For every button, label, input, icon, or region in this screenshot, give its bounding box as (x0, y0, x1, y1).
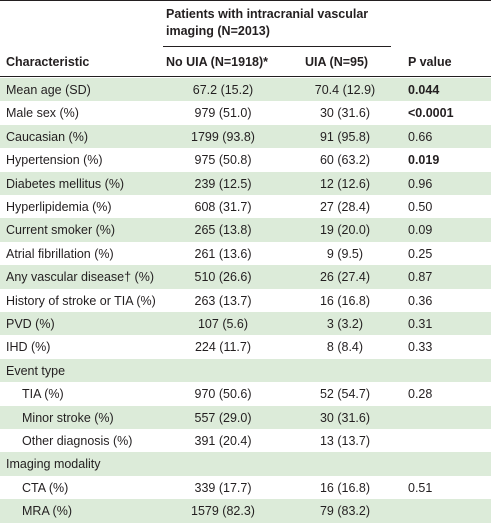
table-row: TIA (%) 970 (50.6) 52 (54.7) 0.28 (0, 382, 491, 406)
row-label: Imaging modality (6, 457, 101, 472)
uia-cell: 30 (31.6) (319, 410, 371, 425)
uia-cell: 13 (13.7) (319, 434, 371, 448)
p-value-cell: 0.33 (408, 340, 433, 355)
p-value-cell: 0.50 (408, 200, 433, 214)
row-label: CTA (%) (22, 480, 69, 495)
p-value-cell: 0.66 (408, 129, 433, 144)
p-value-cell: <0.0001 (408, 106, 454, 121)
uia-cell: 19 (20.0) (319, 223, 371, 238)
uia-cell: 70.4 (12.9) (314, 83, 376, 97)
uia-cell: 16 (16.8) (319, 293, 371, 308)
p-value-cell: 0.25 (408, 246, 433, 261)
no-uia-cell: 391 (20.4) (194, 434, 252, 448)
no-uia-cell: 557 (29.0) (194, 410, 252, 425)
no-uia-cell: 339 (17.7) (194, 480, 252, 495)
row-label: Diabetes mellitus (%) (6, 176, 125, 191)
table-row: Male sex (%) 979 (51.0) 30 (31.6) <0.0001 (0, 101, 491, 125)
row-label: TIA (%) (22, 387, 64, 402)
uia-cell: 12 (12.6) (319, 176, 371, 191)
table-row: Imaging modality (0, 452, 491, 476)
uia-cell: 52 (54.7) (319, 387, 371, 402)
uia-cell: 26 (27.4) (319, 270, 371, 285)
table-row: Diabetes mellitus (%) 239 (12.5) 12 (12.6)… (0, 171, 491, 195)
table-row: Hypertension (%) 975 (50.8) 60 (63.2) 0.019 (0, 148, 491, 172)
no-uia-cell: 67.2 (15.2) (192, 83, 254, 97)
uia-cell: 91 (95.8) (319, 129, 371, 144)
top-rule (0, 0, 491, 1)
table-row: History of stroke or TIA (%) 263 (13.7) 16… (0, 288, 491, 312)
table-row: Any vascular disease† (%) 510 (26.6) 26 (2… (0, 265, 491, 289)
row-label: Mean age (SD) (6, 83, 91, 97)
row-label: Hypertension (%) (6, 153, 103, 168)
p-value-cell: 0.28 (408, 387, 433, 402)
table-row: Hyperlipidemia (%) 608 (31.7) 27 (28.4) 0.5… (0, 195, 491, 219)
row-label: MRA (%) (22, 504, 72, 519)
row-label: Other diagnosis (%) (22, 434, 133, 448)
row-label: PVD (%) (6, 317, 55, 331)
uia-cell: 8 (8.4) (326, 340, 364, 355)
column-header: Characteristic (6, 55, 90, 69)
row-label: IHD (%) (6, 340, 51, 355)
table-row: Mean age (SD) 67.2 (15.2) 70.4 (12.9) 0.044 (0, 78, 491, 102)
uia-cell: 9 (9.5) (326, 246, 364, 261)
no-uia-cell: 975 (50.8) (194, 153, 252, 168)
row-label: Atrial fibrillation (%) (6, 246, 114, 261)
no-uia-cell: 608 (31.7) (194, 200, 252, 214)
no-uia-cell: 261 (13.6) (194, 246, 252, 261)
table-row: Caucasian (%) 1799 (93.8) 91 (95.8) 0.66 (0, 124, 491, 149)
row-label: Any vascular disease† (%) (6, 270, 154, 285)
column-header: No UIA (N=1918)* (166, 55, 268, 69)
table-row: CTA (%) 339 (17.7) 16 (16.8) 0.51 (0, 475, 491, 500)
table-row: IHD (%) 224 (11.7) 8 (8.4) 0.33 (0, 335, 491, 359)
row-label: Event type (6, 363, 66, 378)
p-value-cell: 0.87 (408, 270, 433, 285)
uia-cell: 30 (31.6) (319, 106, 371, 121)
no-uia-cell: 239 (12.5) (194, 176, 252, 191)
table-row: MRA (%) 1579 (82.3) 79 (83.2) (0, 499, 491, 523)
table-row: Minor stroke (%) 557 (29.0) 30 (31.6) (0, 405, 491, 429)
no-uia-cell: 979 (51.0) (194, 106, 252, 121)
p-value-cell: 0.09 (408, 223, 433, 238)
p-value-cell: 0.36 (408, 293, 433, 308)
group-header: Patients with intracranial vascular imag… (166, 7, 369, 38)
p-value-cell: 0.044 (408, 83, 440, 97)
row-label: History of stroke or TIA (%) (6, 293, 156, 308)
table-row: PVD (%) 107 (5.6) 3 (3.2) 0.31 (0, 312, 491, 336)
no-uia-cell: 1799 (93.8) (191, 129, 255, 144)
p-value-cell: 0.31 (408, 317, 433, 331)
p-value-cell: 0.51 (408, 480, 433, 495)
row-label: Caucasian (%) (6, 129, 88, 144)
p-value-cell: 0.019 (408, 153, 440, 168)
table-row: Other diagnosis (%) 391 (20.4) 13 (13.7) (0, 429, 491, 453)
no-uia-cell: 510 (26.6) (194, 270, 252, 285)
no-uia-cell: 263 (13.7) (194, 293, 252, 308)
uia-cell: 79 (83.2) (319, 504, 371, 519)
no-uia-cell: 107 (5.6) (197, 317, 249, 331)
column-header: UIA (N=95) (305, 55, 369, 69)
p-value-cell: 0.96 (408, 176, 433, 191)
table-row: Atrial fibrillation (%) 261 (13.6) 9 (9.5)… (0, 241, 491, 266)
header-rule (0, 76, 491, 77)
no-uia-cell: 970 (50.6) (194, 387, 252, 402)
no-uia-cell: 1579 (82.3) (191, 504, 255, 519)
group-rule (163, 46, 391, 47)
no-uia-cell: 265 (13.8) (194, 223, 252, 238)
no-uia-cell: 224 (11.7) (194, 340, 252, 355)
uia-cell: 3 (3.2) (326, 317, 364, 331)
column-header: P value (408, 55, 452, 69)
row-label: Minor stroke (%) (22, 410, 114, 425)
row-label: Hyperlipidemia (%) (6, 200, 112, 214)
uia-cell: 27 (28.4) (319, 200, 371, 214)
table-row: Current smoker (%) 265 (13.8) 19 (20.0) 0.0… (0, 218, 491, 242)
uia-cell: 16 (16.8) (319, 480, 371, 495)
uia-cell: 60 (63.2) (319, 153, 371, 168)
row-label: Male sex (%) (6, 106, 79, 121)
row-label: Current smoker (%) (6, 223, 116, 238)
table-row: Event type (0, 358, 491, 383)
